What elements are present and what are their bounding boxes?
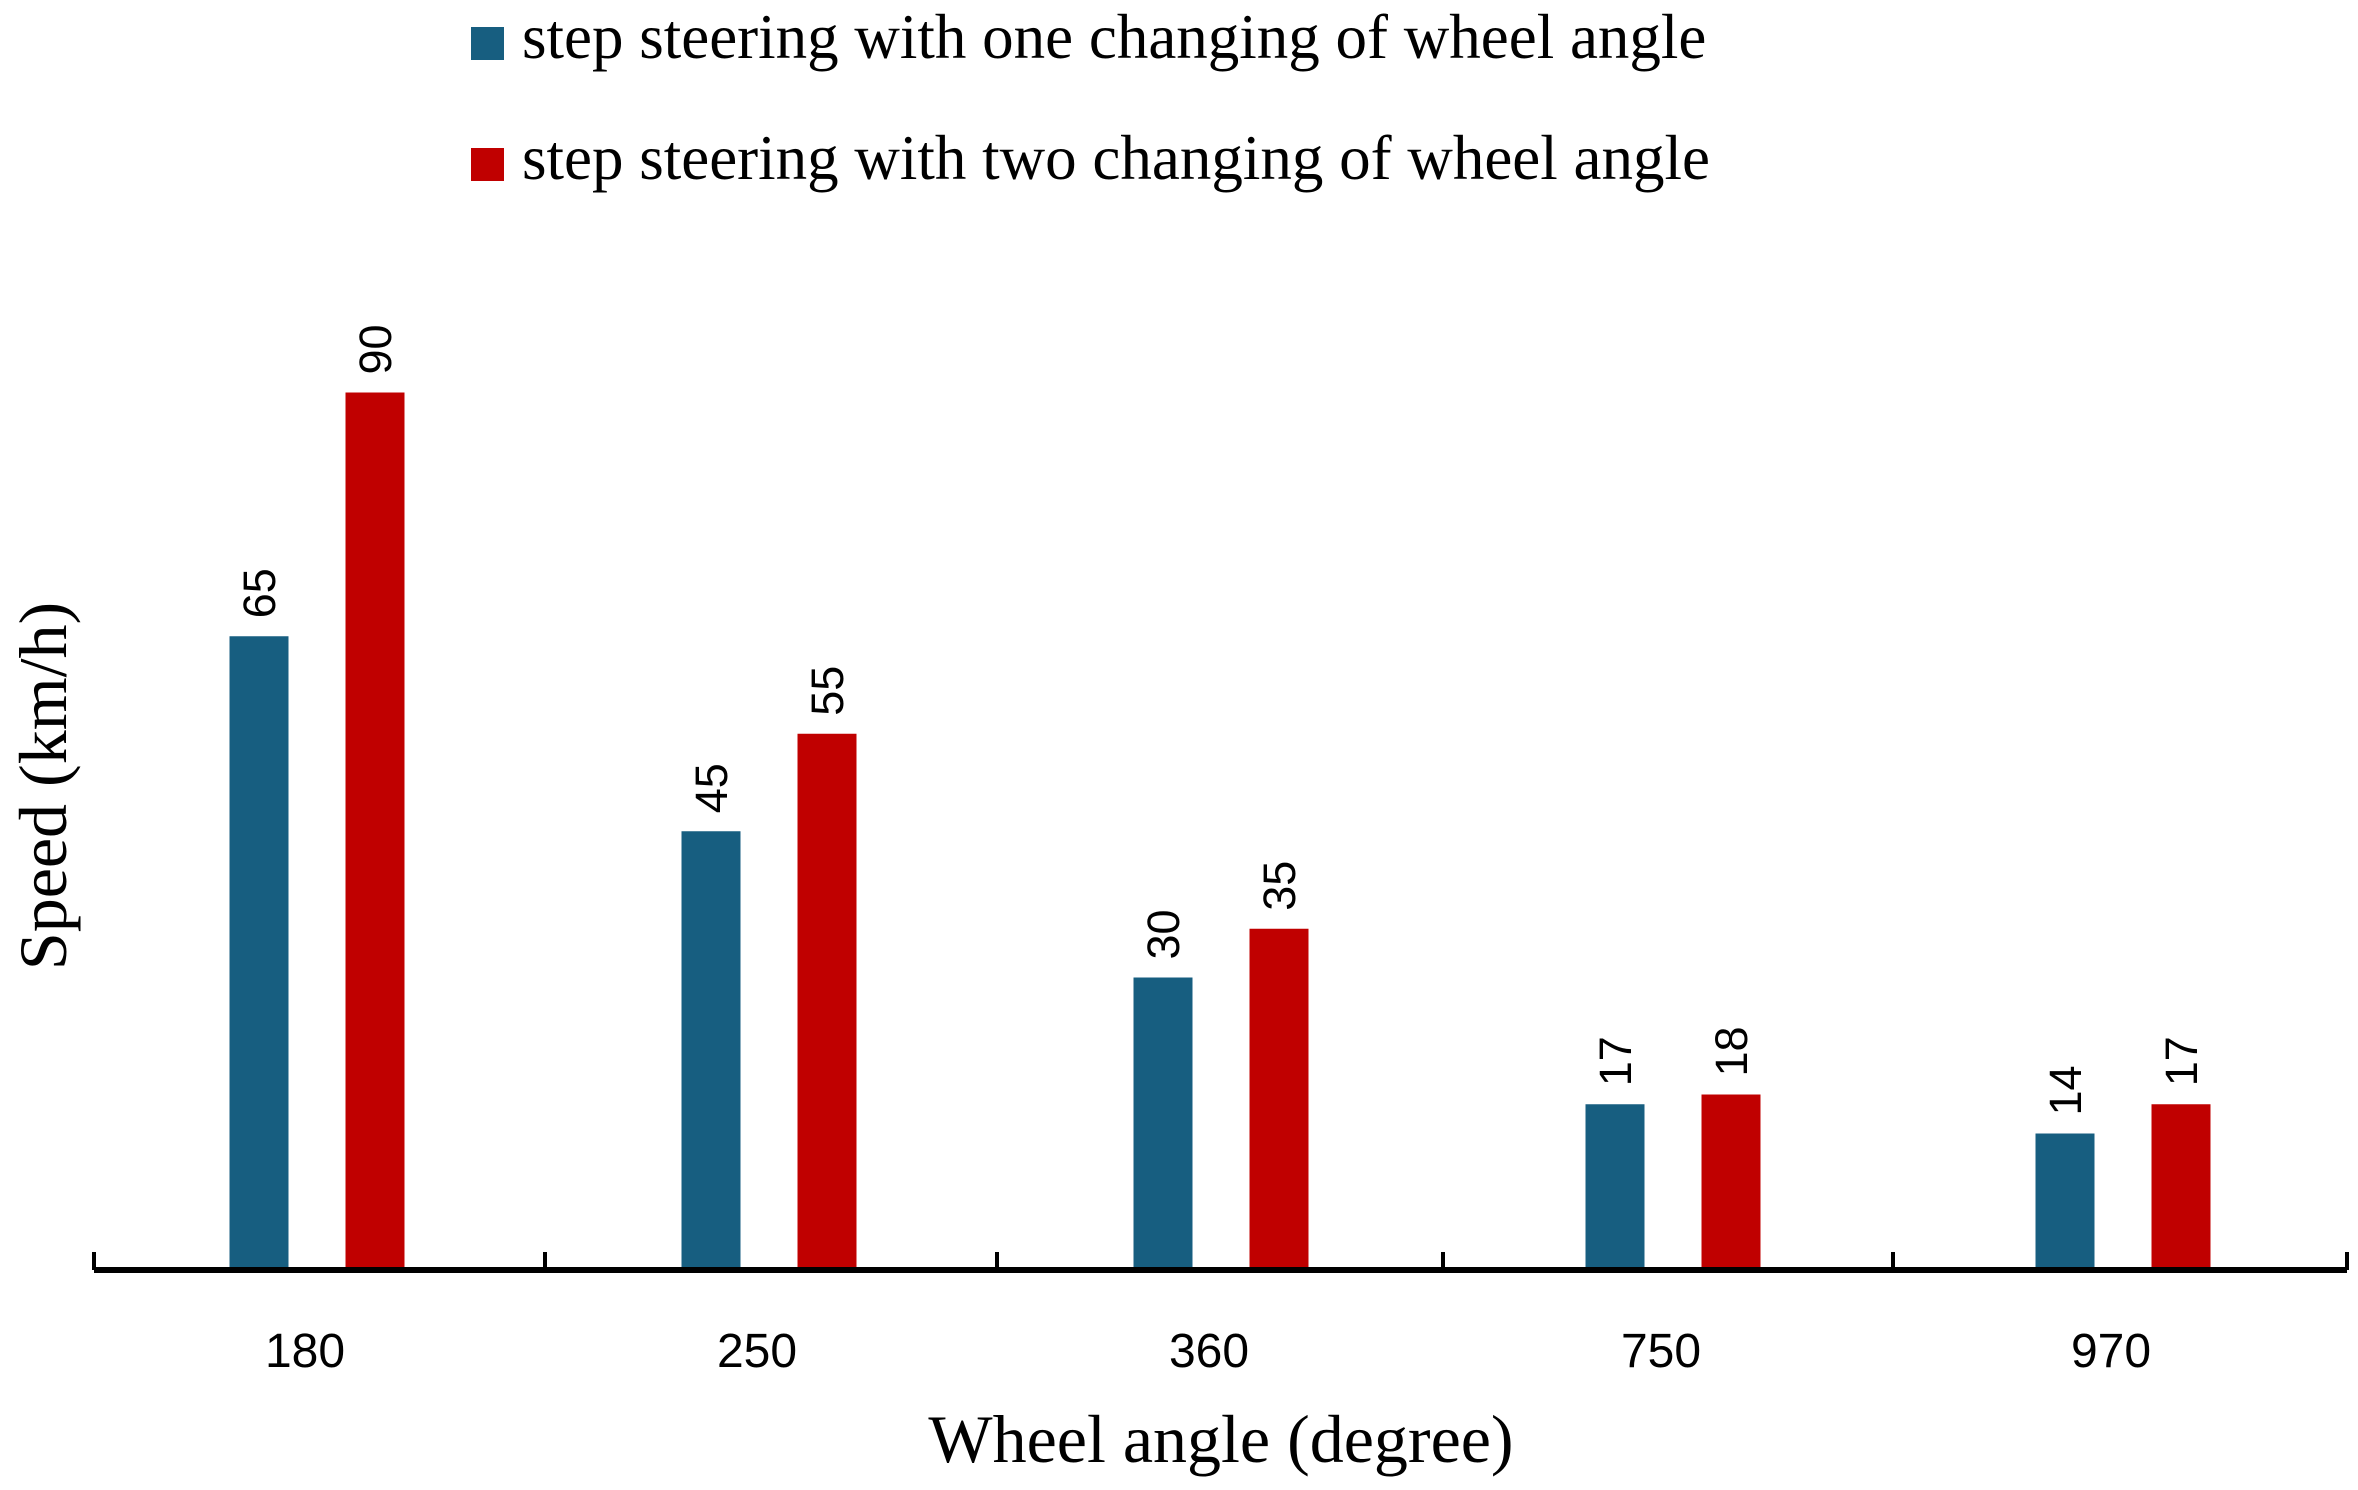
bar bbox=[1585, 1104, 1645, 1270]
data-label: 45 bbox=[686, 763, 737, 813]
x-axis: 180 250 360 750 970 bbox=[92, 1252, 2349, 1378]
bar bbox=[2035, 1133, 2095, 1270]
data-labels: 65 45 30 17 14 90 55 35 18 17 bbox=[234, 324, 2207, 1115]
data-label: 17 bbox=[1590, 1036, 1641, 1086]
x-tick-label: 250 bbox=[717, 1325, 797, 1378]
legend-label: step steering with one changing of wheel… bbox=[522, 2, 1706, 72]
data-label: 17 bbox=[2156, 1036, 2207, 1086]
legend-swatch bbox=[471, 148, 504, 181]
bar bbox=[229, 636, 289, 1270]
legend-label: step steering with two changing of wheel… bbox=[522, 123, 1710, 193]
bars bbox=[229, 392, 2211, 1270]
bar bbox=[797, 733, 857, 1270]
bar bbox=[2151, 1104, 2211, 1270]
data-label: 65 bbox=[234, 568, 285, 618]
data-label: 14 bbox=[2040, 1065, 2091, 1115]
y-axis-title: Speed (km/h) bbox=[5, 602, 81, 970]
bar bbox=[1249, 928, 1309, 1270]
data-label: 55 bbox=[802, 666, 853, 716]
data-label: 90 bbox=[350, 324, 401, 374]
bar bbox=[1133, 977, 1193, 1270]
data-label: 18 bbox=[1706, 1026, 1757, 1076]
x-tick-label: 180 bbox=[265, 1325, 345, 1378]
legend-swatch bbox=[471, 27, 504, 60]
x-tick-label: 970 bbox=[2071, 1325, 2151, 1378]
x-axis-title: Wheel angle (degree) bbox=[928, 1401, 1513, 1477]
x-tick-label: 360 bbox=[1169, 1325, 1249, 1378]
bar bbox=[1701, 1094, 1761, 1270]
data-label: 35 bbox=[1254, 861, 1305, 911]
data-label: 30 bbox=[1138, 909, 1189, 959]
x-tick-label: 750 bbox=[1621, 1325, 1701, 1378]
bar bbox=[681, 831, 741, 1270]
legend: step steering with one changing of wheel… bbox=[471, 2, 1710, 193]
bar bbox=[345, 392, 405, 1270]
